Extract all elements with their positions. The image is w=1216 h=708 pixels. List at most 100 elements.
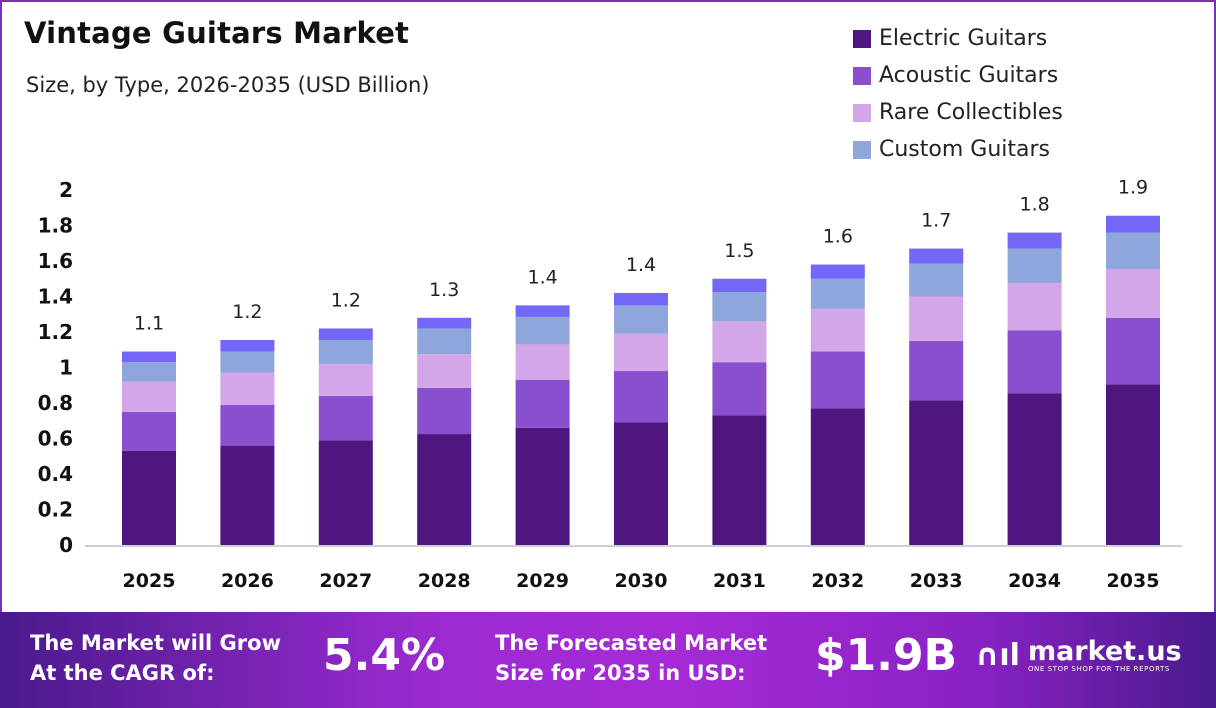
bar-segment-other [515, 305, 570, 317]
bar-segment-electric-guitars [1007, 393, 1062, 545]
bar-segment-electric-guitars [220, 445, 275, 545]
bar-segment-custom-guitars [712, 292, 767, 322]
bar-segment-custom-guitars [1106, 232, 1160, 269]
bar-segment-custom-guitars [122, 362, 176, 382]
logo-icon: ∩ıl [975, 638, 1020, 673]
bar-segment-custom-guitars [220, 351, 275, 373]
bar-segment-rare-collectibles [614, 333, 668, 372]
cagr-value: 5.4% [323, 630, 446, 681]
forecast-value: $1.9B [815, 630, 958, 681]
bar-segment-acoustic-guitars [810, 351, 865, 409]
bar-segment-rare-collectibles [220, 372, 275, 405]
total-data-label: 1.2 [232, 301, 262, 323]
bar-segment-electric-guitars [614, 422, 668, 545]
y-tick-label: 2 [59, 178, 73, 202]
bar-segment-rare-collectibles [1106, 268, 1160, 318]
bar-segment-electric-guitars [712, 415, 767, 545]
bar-segment-acoustic-guitars [712, 362, 767, 416]
stacked-bar-chart: 0 0.2 0.4 0.6 0.8 1 1.2 1.4 1.6 1.8 2 1.1 2025 1.2 202… [38, 177, 1182, 592]
market-us-logo: ∩ıl market.us ONE STOP SHOP FOR THE REPO… [975, 635, 1182, 674]
legend-label: Electric Guitars [879, 26, 1048, 51]
bar-segment-rare-collectibles [122, 381, 176, 412]
x-tick-label: 2031 [713, 570, 766, 592]
x-tick-label: 2028 [418, 570, 471, 592]
bar-segment-other [1007, 232, 1062, 249]
cagr-label: The Market will Grow At the CAGR of: [30, 628, 281, 688]
bar-segment-rare-collectibles [909, 296, 964, 341]
total-data-label: 1.1 [134, 313, 164, 335]
total-data-label: 1.3 [429, 279, 459, 301]
bar-segment-electric-guitars [909, 400, 964, 545]
logo-name: market.us [1027, 635, 1182, 667]
total-data-label: 1.4 [527, 266, 557, 288]
x-tick-label: 2032 [811, 570, 864, 592]
cagr-label-line2: At the CAGR of: [30, 661, 215, 685]
total-data-label: 1.9 [1118, 177, 1148, 199]
x-tick-label: 2029 [516, 570, 569, 592]
bar-segment-acoustic-guitars [515, 379, 570, 428]
y-tick-label: 0.8 [38, 391, 73, 415]
bar-segment-electric-guitars [318, 440, 373, 545]
bar-segment-other [220, 339, 275, 352]
bar-segment-other [909, 248, 964, 264]
cagr-label-line1: The Market will Grow [30, 631, 281, 655]
bar-segment-acoustic-guitars [318, 395, 373, 441]
bar-segment-acoustic-guitars [1007, 330, 1062, 394]
bar-segment-other [1106, 215, 1160, 233]
bar-segment-acoustic-guitars [220, 404, 275, 446]
x-tick-label: 2027 [319, 570, 372, 592]
y-tick-label: 0.6 [38, 427, 73, 451]
legend: Electric Guitars Acoustic Guitars Rare C… [853, 20, 1063, 168]
total-data-label: 1.2 [331, 289, 361, 311]
legend-swatch [853, 140, 871, 159]
forecast-label-line1: The Forecasted Market [495, 631, 768, 655]
y-tick-label: 1.6 [38, 249, 73, 273]
x-tick-label: 2030 [615, 570, 668, 592]
bar-segment-acoustic-guitars [417, 387, 472, 435]
bar-segment-electric-guitars [810, 408, 865, 545]
y-tick-label: 1.2 [38, 320, 73, 344]
y-tick-label: 1 [59, 356, 73, 380]
y-tick-label: 0.4 [38, 462, 73, 486]
bar-segment-other [614, 292, 668, 306]
x-tick-label: 2025 [123, 570, 176, 592]
x-tick-label: 2026 [221, 570, 274, 592]
bar-segment-rare-collectibles [515, 344, 570, 380]
bar-segment-electric-guitars [122, 450, 176, 545]
footer-banner: The Market will Grow At the CAGR of: 5.4… [0, 612, 1216, 708]
total-data-label: 1.5 [724, 240, 754, 262]
bar-segment-other [712, 278, 767, 293]
logo-tagline: ONE STOP SHOP FOR THE REPORTS [1027, 664, 1170, 673]
chart-title: Vintage Guitars Market [24, 16, 410, 50]
x-tick-label: 2034 [1008, 570, 1061, 592]
y-tick-label: 0 [59, 533, 73, 557]
legend-label: Rare Collectibles [879, 100, 1063, 125]
forecast-label: The Forecasted Market Size for 2035 in U… [495, 628, 767, 688]
x-tick-label: 2033 [910, 570, 963, 592]
x-tick-label: 2035 [1107, 570, 1160, 592]
bar-segment-custom-guitars [909, 263, 964, 297]
chart-frame [0, 0, 1216, 612]
bar-segment-rare-collectibles [712, 321, 767, 363]
y-tick-label: 1.4 [38, 285, 73, 309]
legend-swatch [853, 66, 871, 85]
bar-segment-rare-collectibles [417, 354, 472, 388]
total-data-label: 1.6 [823, 226, 853, 248]
legend-swatch [853, 103, 871, 122]
legend-item-rare: Rare Collectibles [853, 94, 1063, 131]
bar-segment-rare-collectibles [810, 308, 865, 352]
bar-segment-acoustic-guitars [1106, 317, 1160, 385]
legend-label: Acoustic Guitars [879, 63, 1059, 88]
bar-segment-acoustic-guitars [122, 411, 176, 451]
legend-label: Custom Guitars [879, 137, 1050, 162]
legend-item-electric: Electric Guitars [853, 20, 1063, 57]
bar-segment-custom-guitars [614, 305, 668, 334]
bar-segment-rare-collectibles [1007, 283, 1062, 331]
chart-subtitle: Size, by Type, 2026-2035 (USD Billion) [26, 73, 430, 97]
bar-segment-custom-guitars [318, 339, 373, 364]
y-tick-label: 1.8 [38, 214, 73, 238]
legend-swatch [853, 29, 871, 48]
total-data-label: 1.8 [1019, 194, 1049, 216]
bar-segment-electric-guitars [1106, 384, 1160, 545]
bar-segment-acoustic-guitars [614, 371, 668, 423]
